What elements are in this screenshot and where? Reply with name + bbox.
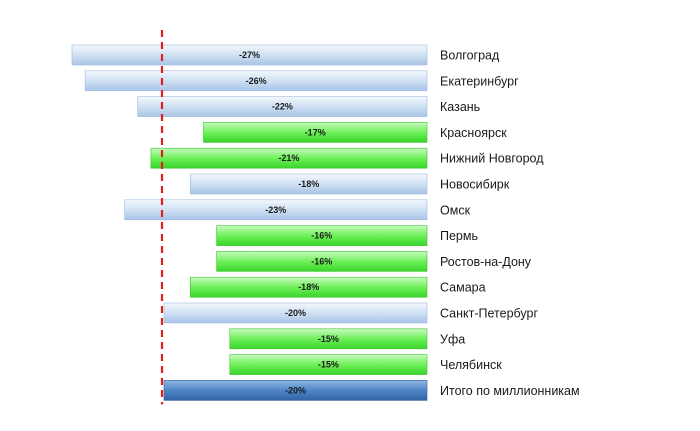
data-label: -15% bbox=[318, 334, 339, 344]
data-label: -18% bbox=[298, 179, 319, 189]
bar bbox=[216, 225, 428, 246]
bar bbox=[163, 380, 428, 401]
category-label: Пермь bbox=[440, 229, 478, 243]
bar bbox=[124, 199, 428, 221]
category-label: Нижний Новгород bbox=[440, 152, 544, 166]
category-label: Екатеринбург bbox=[440, 74, 519, 88]
category-labels-group: Волгоград Екатеринбург Казань Красноярск Ниж… bbox=[440, 49, 580, 398]
bar bbox=[84, 70, 428, 92]
category-label: Уфа bbox=[440, 332, 465, 346]
bar bbox=[190, 276, 428, 298]
bar bbox=[137, 96, 428, 117]
bars-group: -27% -26% -22% -17% -21% -18% -23% -16% -16% -18%… bbox=[71, 44, 428, 401]
category-label: Санкт-Петербург bbox=[440, 307, 538, 321]
data-label: -22% bbox=[272, 102, 293, 112]
data-label: -18% bbox=[298, 282, 319, 292]
data-label: -20% bbox=[285, 385, 306, 395]
bar bbox=[216, 251, 428, 272]
category-label: Ростов-на-Дону bbox=[440, 255, 532, 269]
data-label: -16% bbox=[311, 256, 332, 266]
data-label: -27% bbox=[239, 50, 260, 60]
data-label: -21% bbox=[278, 153, 299, 163]
bar bbox=[71, 44, 428, 66]
data-label: -26% bbox=[246, 76, 267, 86]
data-label: -17% bbox=[305, 127, 326, 137]
data-label: -16% bbox=[311, 231, 332, 241]
bar bbox=[203, 122, 428, 143]
category-label: Омск bbox=[440, 203, 471, 217]
bar bbox=[229, 354, 428, 375]
data-label: -20% bbox=[285, 308, 306, 318]
bar bbox=[163, 302, 428, 324]
category-label: Красноярск bbox=[440, 126, 507, 140]
bar bbox=[229, 328, 428, 350]
category-label: Итого по миллионникам bbox=[440, 384, 580, 398]
category-label: Казань bbox=[440, 100, 480, 114]
bar bbox=[150, 147, 428, 169]
category-label: Новосибирк bbox=[440, 178, 510, 192]
data-label: -23% bbox=[265, 205, 286, 215]
bar bbox=[190, 173, 428, 195]
data-label: -15% bbox=[318, 360, 339, 370]
category-label: Челябинск bbox=[440, 358, 502, 372]
category-label: Самара bbox=[440, 281, 486, 295]
category-label: Волгоград bbox=[440, 49, 500, 63]
